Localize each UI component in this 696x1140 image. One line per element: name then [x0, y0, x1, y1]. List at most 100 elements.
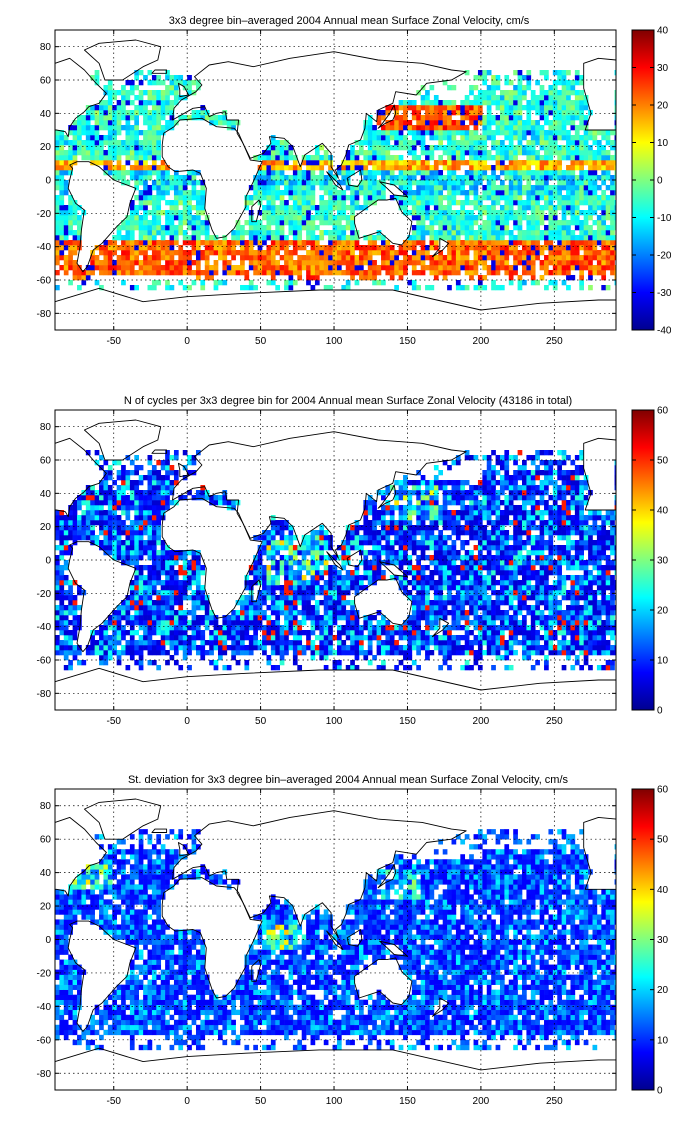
bin-cell [209, 270, 214, 276]
bin-cell [438, 225, 444, 231]
bin-cell [407, 240, 413, 246]
bin-cell [583, 190, 589, 196]
bin-cell [138, 265, 144, 271]
bin-cell [579, 225, 584, 231]
bin-cell [222, 260, 228, 266]
bin-cell [275, 205, 280, 211]
bin-cell [134, 95, 140, 101]
bin-cell [403, 245, 408, 251]
bin-cell [345, 580, 351, 586]
bin-cell [116, 620, 122, 626]
bin-cell [107, 475, 113, 481]
bin-cell [588, 265, 593, 271]
bin-cell [398, 140, 404, 146]
bin-cell [530, 90, 536, 96]
bin-cell [125, 600, 131, 606]
bin-cell [495, 250, 501, 256]
bin-cell [270, 260, 276, 266]
bin-cell [165, 215, 170, 221]
bin-cell [438, 220, 444, 226]
bin-cell [398, 180, 404, 186]
bin-cell [156, 255, 162, 261]
bin-cell [583, 150, 589, 156]
bin-cell [574, 195, 580, 201]
colorbar-tick-label: 10 [657, 138, 669, 149]
bin-cell [596, 150, 602, 156]
bin-cell [306, 600, 311, 606]
bin-cell [151, 155, 157, 161]
bin-cell [372, 160, 377, 166]
bin-cell [266, 155, 272, 161]
bin-cell [473, 95, 479, 101]
bin-cell [262, 550, 267, 556]
bin-cell [469, 200, 474, 206]
bin-cell [601, 215, 607, 221]
bin-cell [403, 115, 408, 121]
bin-cell [319, 620, 325, 626]
bin-cell [134, 70, 140, 76]
bin-cell [262, 265, 267, 271]
bin-cell [165, 255, 170, 261]
bin-cell [592, 200, 598, 206]
bin-cell [270, 515, 276, 521]
bin-cell [381, 125, 386, 131]
bin-cell [248, 590, 254, 596]
bin-cell [522, 205, 527, 211]
bin-cell [284, 210, 289, 216]
bin-cell [266, 250, 272, 256]
bin-cell [129, 500, 135, 506]
bin-cell [539, 95, 545, 101]
bin-cell [420, 220, 426, 226]
bin-cell [583, 245, 589, 251]
bin-cell [557, 110, 562, 116]
bin-cell [310, 260, 316, 266]
bin-cell [253, 620, 258, 626]
bin-cell [284, 155, 289, 161]
bin-cell [244, 255, 250, 261]
bin-cell [112, 155, 117, 161]
bin-cell [156, 120, 162, 126]
bin-cell [385, 170, 391, 176]
bin-cell [526, 155, 532, 161]
bin-cell [99, 260, 104, 266]
bin-cell [557, 135, 562, 141]
bin-cell [59, 200, 65, 206]
bin-cell [169, 595, 175, 601]
bin-cell [314, 215, 320, 221]
bin-cell [165, 545, 170, 551]
bin-cell [156, 460, 162, 466]
bin-cell [345, 215, 351, 221]
bin-cell [270, 665, 276, 671]
bin-cell [240, 260, 245, 266]
bin-cell [473, 220, 479, 226]
bin-cell [266, 260, 272, 266]
bin-cell [275, 595, 280, 601]
bin-cell [147, 220, 153, 226]
bin-cell [235, 270, 241, 276]
bin-cell [275, 520, 280, 526]
bin-cell [169, 655, 175, 661]
bin-cell [129, 130, 135, 136]
bin-cell [310, 200, 316, 206]
bin-cell [165, 125, 170, 131]
bin-cell [513, 125, 518, 131]
bin-cell [314, 145, 320, 151]
bin-cell [310, 605, 316, 611]
bin-cell [116, 635, 122, 641]
bin-cell [491, 245, 496, 251]
bin-cell [610, 245, 615, 251]
bin-cell [341, 545, 347, 551]
bin-cell [583, 240, 589, 246]
bin-cell [530, 170, 536, 176]
bin-cell [55, 225, 60, 231]
bin-cell [314, 560, 320, 566]
bin-cell [248, 240, 254, 246]
bin-cell [332, 240, 338, 246]
bin-cell [138, 270, 144, 276]
bin-cell [222, 495, 228, 501]
bin-cell [165, 455, 170, 461]
bin-cell [200, 105, 206, 111]
bin-cell [376, 180, 382, 186]
bin-cell [332, 255, 338, 261]
bin-cell [195, 220, 201, 226]
